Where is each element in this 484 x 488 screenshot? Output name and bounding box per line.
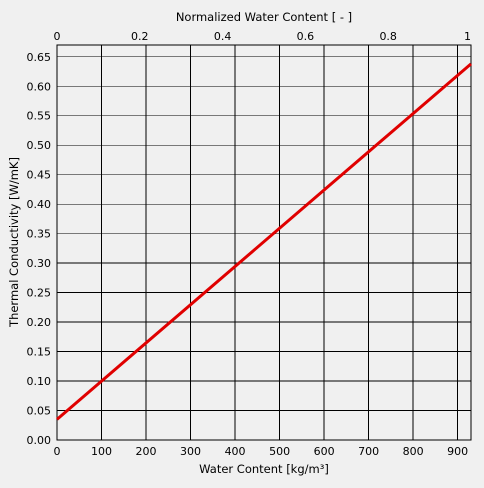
series-group xyxy=(56,62,472,421)
y-tick-label: 0.00 xyxy=(27,434,52,447)
x-tick-label: 300 xyxy=(180,445,201,458)
x-tick-label: 100 xyxy=(91,445,112,458)
y-tick-label: 0.20 xyxy=(27,316,52,329)
plot-frame xyxy=(56,44,472,441)
x-tick-label: 600 xyxy=(314,445,335,458)
x-tick-label: 800 xyxy=(403,445,424,458)
y-axis-title: Thermal Conductivity [W/mK] xyxy=(7,157,21,328)
x2-tick-label: 0 xyxy=(54,30,61,43)
x-tick-label: 200 xyxy=(136,445,157,458)
x-tick-label: 900 xyxy=(447,445,468,458)
tick-labels: 0 100 200 300 400 500 600 700 800 900 0.00 0.05 0.10… xyxy=(27,30,472,458)
x2-tick-label: 0.4 xyxy=(214,30,232,43)
grid xyxy=(57,45,471,440)
x-tick-label: 400 xyxy=(225,445,246,458)
y-tick-label: 0.30 xyxy=(27,257,52,270)
x-tick-label: 700 xyxy=(358,445,379,458)
y-tick-label: 0.65 xyxy=(27,51,52,64)
series-line xyxy=(56,62,472,421)
y-tick-label: 0.45 xyxy=(27,169,52,182)
x2-tick-label: 1 xyxy=(464,30,471,43)
x-tick-label: 0 xyxy=(54,445,61,458)
y-tick-label: 0.05 xyxy=(27,405,52,418)
y-tick-label: 0.60 xyxy=(27,80,52,93)
y-tick-label: 0.55 xyxy=(27,110,52,123)
y-tick-label: 0.25 xyxy=(27,287,52,300)
y-tick-label: 0.40 xyxy=(27,198,52,211)
x2-tick-label: 0.2 xyxy=(131,30,149,43)
y-tick-label: 0.15 xyxy=(27,346,52,359)
y-tick-label: 0.10 xyxy=(27,375,52,388)
y-tick-label: 0.35 xyxy=(27,228,52,241)
y-tick-label: 0.50 xyxy=(27,139,52,152)
x2-tick-label: 0.6 xyxy=(297,30,315,43)
x2-axis-title: Normalized Water Content [ - ] xyxy=(176,10,352,24)
x-axis-title: Water Content [kg/m³] xyxy=(199,462,329,476)
x-tick-label: 500 xyxy=(269,445,290,458)
x2-tick-label: 0.8 xyxy=(379,30,397,43)
